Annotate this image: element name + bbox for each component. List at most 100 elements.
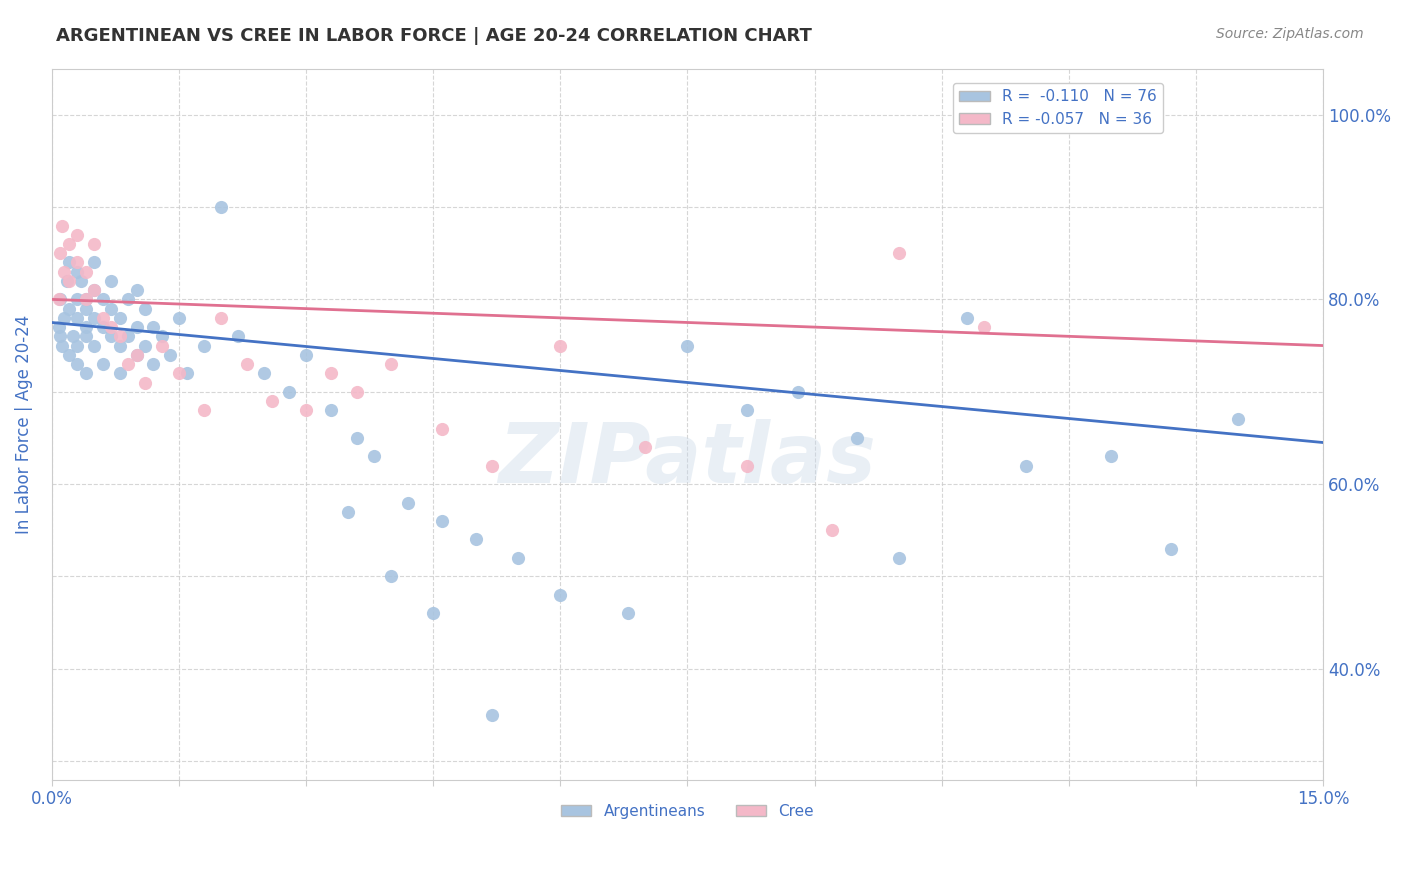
Point: [66, 338, 89, 352]
Point: [295, 403, 318, 417]
Text: ARGENTINEAN VS CREE IN LABOR FORCE | AGE 20-24 CORRELATION CHART: ARGENTINEAN VS CREE IN LABOR FORCE | AGE…: [56, 27, 813, 45]
Point: [278, 384, 301, 399]
Point: [125, 348, 148, 362]
Point: [83, 255, 105, 269]
Point: [295, 348, 318, 362]
Point: [49, 246, 72, 260]
Point: [464, 533, 486, 547]
Point: [380, 569, 402, 583]
Point: [1015, 458, 1038, 473]
Point: [176, 366, 198, 380]
Point: [430, 422, 453, 436]
Point: [66, 357, 89, 371]
Point: [58, 255, 80, 269]
Point: [83, 283, 105, 297]
Point: [786, 384, 808, 399]
Point: [117, 357, 139, 371]
Point: [820, 523, 842, 537]
Point: [62, 329, 84, 343]
Point: [321, 366, 343, 380]
Point: [481, 708, 503, 723]
Text: ZIPatlas: ZIPatlas: [499, 419, 876, 500]
Point: [66, 293, 89, 307]
Point: [108, 310, 131, 325]
Point: [83, 283, 105, 297]
Point: [396, 495, 419, 509]
Point: [108, 338, 131, 352]
Point: [973, 320, 995, 334]
Point: [125, 320, 148, 334]
Point: [66, 310, 89, 325]
Point: [75, 301, 97, 316]
Point: [117, 293, 139, 307]
Point: [53, 310, 76, 325]
Point: [193, 403, 215, 417]
Point: [48, 320, 70, 334]
Point: [550, 338, 572, 352]
Point: [481, 458, 503, 473]
Point: [83, 237, 105, 252]
Point: [75, 366, 97, 380]
Point: [134, 301, 156, 316]
Point: [49, 293, 72, 307]
Point: [100, 329, 122, 343]
Point: [676, 338, 699, 352]
Point: [735, 403, 758, 417]
Point: [142, 320, 165, 334]
Point: [422, 607, 444, 621]
Point: [253, 366, 276, 380]
Point: [58, 348, 80, 362]
Point: [66, 255, 89, 269]
Point: [430, 514, 453, 528]
Point: [226, 329, 249, 343]
Point: [58, 237, 80, 252]
Point: [75, 329, 97, 343]
Point: [66, 227, 89, 242]
Point: [108, 329, 131, 343]
Point: [167, 366, 190, 380]
Point: [48, 293, 70, 307]
Legend: Argentineans, Cree: Argentineans, Cree: [554, 798, 820, 825]
Point: [58, 301, 80, 316]
Point: [51, 219, 73, 233]
Point: [209, 200, 232, 214]
Point: [125, 283, 148, 297]
Point: [150, 338, 173, 352]
Y-axis label: In Labor Force | Age 20-24: In Labor Force | Age 20-24: [15, 315, 32, 533]
Point: [634, 440, 657, 454]
Text: Source: ZipAtlas.com: Source: ZipAtlas.com: [1216, 27, 1364, 41]
Point: [1160, 541, 1182, 556]
Point: [75, 320, 97, 334]
Point: [134, 376, 156, 390]
Point: [75, 265, 97, 279]
Point: [363, 450, 385, 464]
Point: [83, 338, 105, 352]
Point: [167, 310, 190, 325]
Point: [1099, 450, 1122, 464]
Point: [49, 329, 72, 343]
Point: [617, 607, 640, 621]
Point: [262, 394, 284, 409]
Point: [150, 329, 173, 343]
Point: [66, 265, 89, 279]
Point: [846, 431, 869, 445]
Point: [56, 274, 79, 288]
Point: [889, 246, 911, 260]
Point: [956, 310, 979, 325]
Point: [209, 310, 232, 325]
Point: [321, 403, 343, 417]
Point: [159, 348, 181, 362]
Point: [91, 320, 114, 334]
Point: [1227, 412, 1250, 426]
Point: [75, 293, 97, 307]
Point: [100, 320, 122, 334]
Point: [100, 274, 122, 288]
Point: [550, 588, 572, 602]
Point: [117, 329, 139, 343]
Point: [235, 357, 257, 371]
Point: [735, 458, 758, 473]
Point: [53, 265, 76, 279]
Point: [889, 551, 911, 566]
Point: [337, 505, 360, 519]
Point: [70, 274, 93, 288]
